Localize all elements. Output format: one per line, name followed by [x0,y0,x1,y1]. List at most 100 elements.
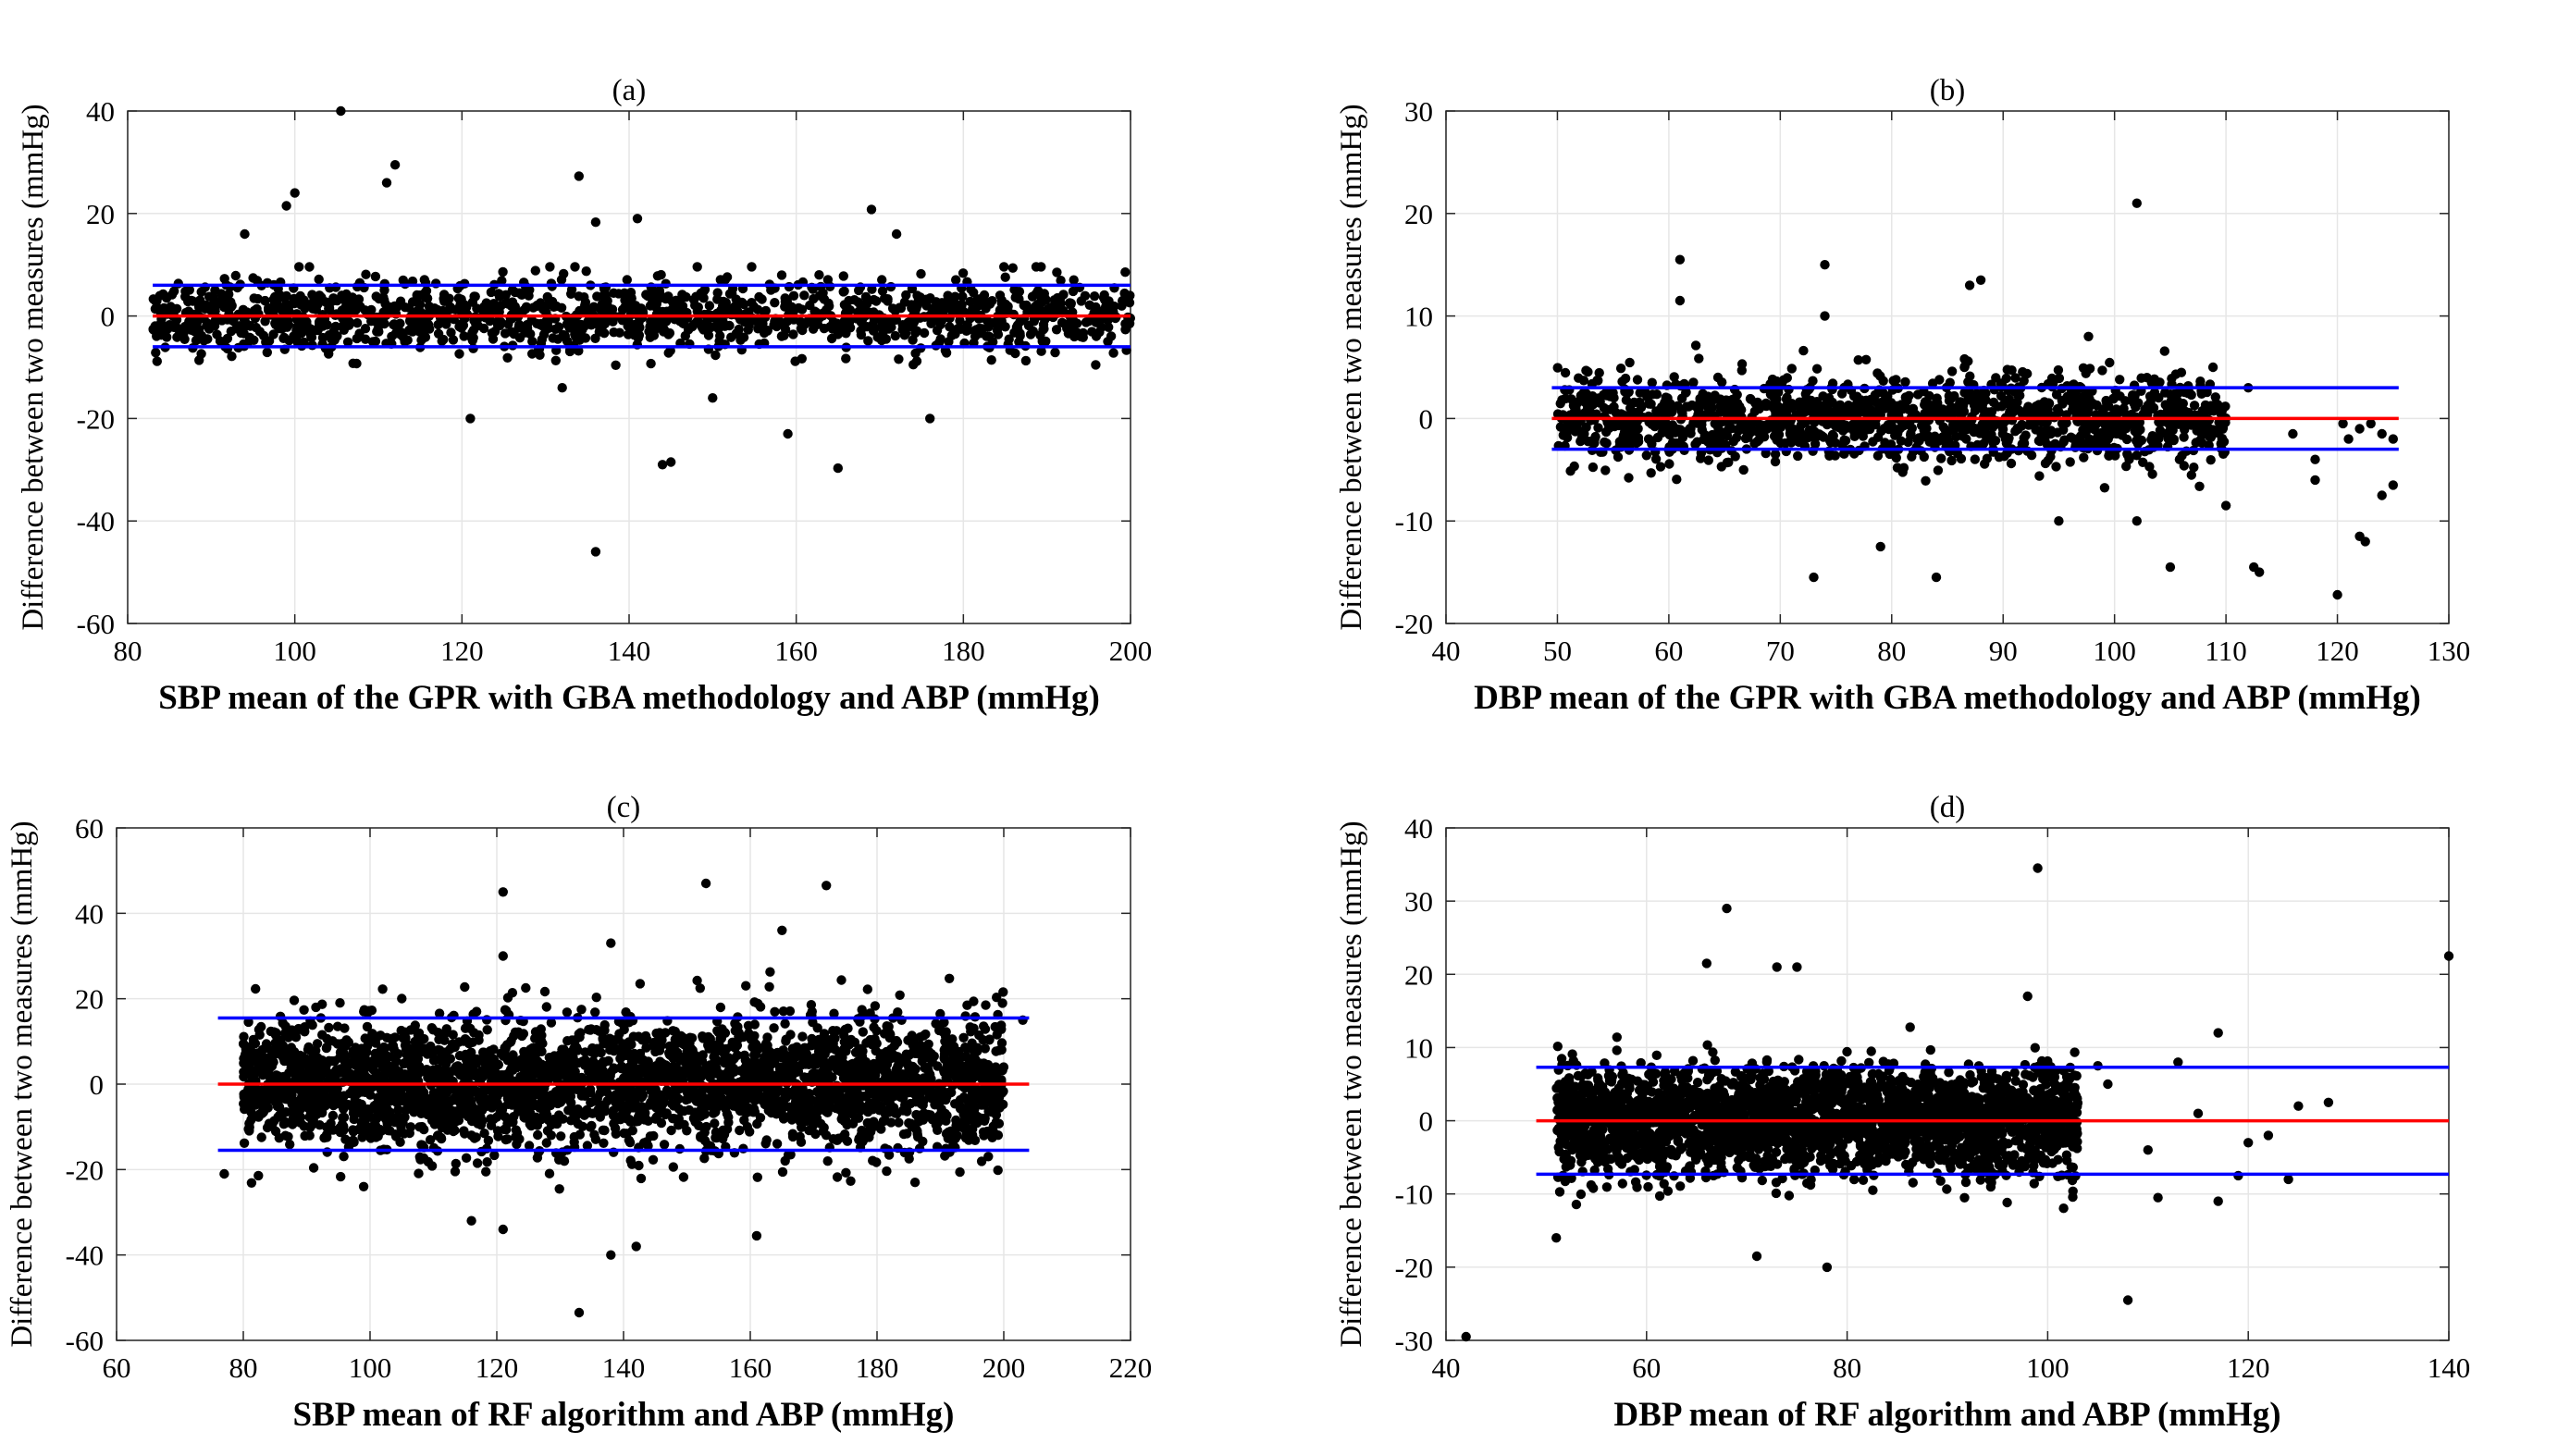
y-tick-label: -40 [66,1240,104,1272]
data-point [1715,401,1725,412]
data-point [2115,375,2125,385]
data-point [993,1165,1003,1176]
data-point [276,292,286,302]
data-point [1647,377,1658,388]
data-point-outlier [1809,572,1819,583]
data-point [733,306,743,317]
data-point [414,290,425,301]
data-point [1756,426,1766,436]
data-point [688,294,699,305]
data-point [826,333,837,344]
data-point [2066,432,2076,442]
x-tick-label: 100 [349,1351,392,1384]
data-point [503,319,513,329]
data-point [498,266,508,278]
data-point [245,321,255,331]
data-point [1578,392,1589,402]
data-point-outlier [1674,254,1686,265]
data-point [1600,437,1610,448]
data-point [509,329,519,339]
x-tick-label: 60 [103,1351,131,1384]
data-point [910,348,921,359]
data-point [861,299,872,309]
data-point [456,294,466,304]
data-point [487,327,498,339]
data-point-outlier [2360,537,2370,547]
y-axis-label: Difference between two measures (mmHg) [17,104,50,630]
data-point [335,998,345,1008]
data-point-outlier [281,201,291,211]
data-point [1982,433,1993,443]
data-point-outlier [708,393,718,403]
data-point-outlier [2343,434,2354,444]
data-point [1896,436,1906,446]
data-point [651,324,661,334]
data-point [1688,377,1699,388]
data-point [1015,316,1025,327]
data-point [856,329,867,340]
data-point [2053,364,2064,376]
data-point [712,318,723,328]
x-tick-label: 140 [602,1351,646,1384]
panel-title: (a) [612,74,647,107]
data-point [1919,426,1929,436]
data-point [2136,373,2146,383]
data-point [1656,420,1667,431]
data-point [2120,424,2132,434]
data-point-outlier [389,160,401,170]
data-point [1956,453,1967,464]
data-point [199,336,209,346]
data-point [977,324,987,334]
data-point [1050,347,1060,358]
data-point [828,316,839,327]
data-point [780,297,791,307]
data-point [1625,357,1635,368]
data-point [558,329,568,340]
data-point [1664,459,1674,469]
data-point [2058,437,2069,447]
data-point [764,981,774,993]
data-point [347,300,358,310]
data-point [559,268,569,279]
data-point [885,316,896,327]
data-point-outlier [1820,311,1830,321]
data-point [1662,393,1673,403]
data-point [2037,407,2047,417]
data-point [1632,375,1643,385]
data-point [1583,366,1593,377]
data-point [1078,327,1089,339]
data-point [785,1030,796,1040]
y-tick-label: 10 [1404,301,1433,333]
data-point [370,271,381,282]
data-point [256,1132,266,1142]
data-point [711,350,721,361]
data-point [360,334,371,344]
data-point [1963,376,1973,388]
data-point [528,302,538,313]
x-axis-label: SBP mean of the GPR with GBA methodology… [158,679,1100,717]
data-point [797,304,808,315]
data-point [1832,404,1842,414]
data-point [995,290,1006,301]
x-axis-label: DBP mean of the GPR with GBA methodology… [1474,679,2421,717]
data-point [289,293,299,304]
data-point [339,319,349,330]
data-point [312,298,322,309]
data-point [1009,285,1019,295]
data-point [1021,300,1032,311]
data-point [2040,458,2051,469]
data-point [1686,428,1696,438]
data-point [943,294,953,304]
data-point [822,304,832,315]
data-point [2189,463,2199,473]
data-point [1993,401,2003,412]
data-point [1007,263,1019,273]
data-point [1052,267,1062,278]
data-point [1643,434,1654,444]
data-point [951,275,961,285]
data-point [617,304,628,315]
data-point [1724,419,1735,430]
data-point [467,297,478,307]
data-point [721,298,731,308]
